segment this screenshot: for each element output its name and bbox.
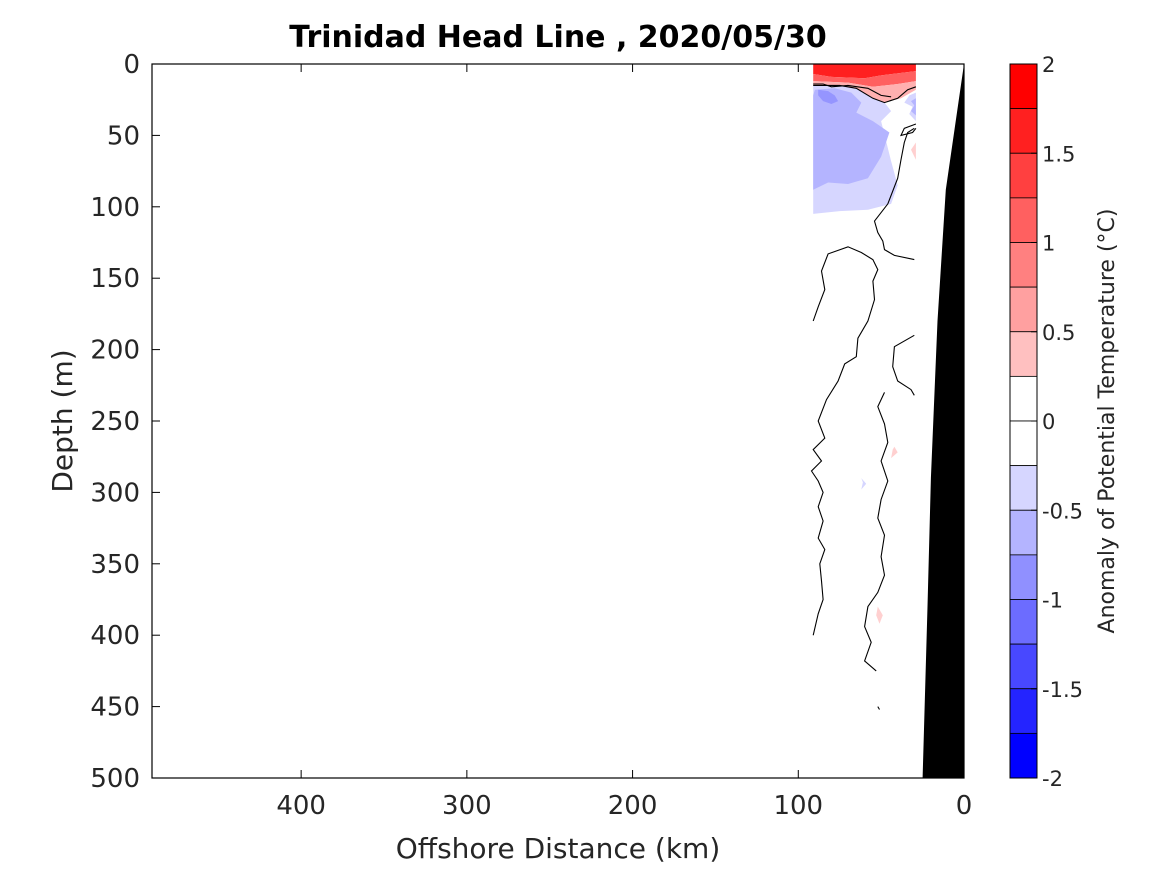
y-axis: 0 50 100 150 200 250 300 350 400 450 500 bbox=[90, 50, 964, 794]
colorbar-swatch-0 bbox=[1009, 63, 1038, 110]
zero-contour-line-6 bbox=[863, 392, 889, 672]
colorbar-tick-label-5: -0.5 bbox=[1042, 499, 1083, 523]
colorbar-tick-label-2: 1 bbox=[1042, 232, 1055, 256]
chart-title: Trinidad Head Line , 2020/05/30 bbox=[289, 20, 826, 55]
colorbar-swatch-13 bbox=[1009, 643, 1038, 690]
zero-contour-line-4 bbox=[810, 246, 879, 636]
colorbar-label: Anomaly of Potential Temperature (°C) bbox=[1095, 209, 1120, 634]
y-tick-label-5: 250 bbox=[90, 407, 140, 437]
y-tick-label-4: 200 bbox=[90, 336, 140, 366]
zero-contour-line-5 bbox=[892, 334, 915, 396]
colorbar-swatch-7 bbox=[1009, 375, 1038, 422]
y-tick-label-6: 300 bbox=[90, 478, 140, 508]
anomaly-region-0 bbox=[813, 64, 916, 79]
y-tick-label-3: 150 bbox=[90, 264, 140, 294]
zero-contour-line-1 bbox=[813, 83, 892, 98]
colorbar: 2 1.5 1 0.5 0 -0.5 -1 -1.5 -2 bbox=[1009, 53, 1083, 791]
anomaly-region-6 bbox=[904, 92, 916, 122]
anomaly-region-4 bbox=[813, 88, 890, 190]
colorbar-swatch-11 bbox=[1009, 554, 1038, 600]
zero-contour-line-7 bbox=[877, 706, 880, 710]
y-tick-label-0: 0 bbox=[123, 50, 140, 80]
plot-content bbox=[810, 64, 964, 778]
y-tick-label-9: 450 bbox=[90, 693, 140, 723]
y-axis-label: Depth (m) bbox=[46, 349, 79, 492]
anomaly-region-1 bbox=[813, 71, 916, 87]
colorbar-swatch-8 bbox=[1009, 420, 1038, 467]
colorbar-swatch-5 bbox=[1009, 286, 1038, 333]
y-tick-label-1: 50 bbox=[107, 121, 140, 151]
bathymetry-fill bbox=[922, 64, 964, 778]
anomaly-region-10 bbox=[861, 478, 867, 490]
colorbar-swatch-12 bbox=[1009, 599, 1038, 645]
anomaly-region-9 bbox=[891, 446, 898, 459]
colorbar-swatch-10 bbox=[1009, 509, 1038, 556]
colorbar-swatch-6 bbox=[1009, 331, 1038, 377]
anomaly-region-7 bbox=[911, 98, 916, 116]
x-tick-label-2: 200 bbox=[608, 791, 658, 821]
colorbar-swatch-9 bbox=[1009, 465, 1038, 511]
x-tick-label-0: 400 bbox=[276, 791, 326, 821]
x-axis: 400 300 200 100 0 bbox=[276, 64, 972, 821]
colorbar-tick-label-8: -2 bbox=[1042, 767, 1063, 791]
colorbar-swatch-2 bbox=[1009, 152, 1038, 199]
colorbar-tick-label-7: -1.5 bbox=[1042, 678, 1083, 702]
x-tick-label-3: 100 bbox=[773, 791, 823, 821]
anomaly-region-11 bbox=[876, 606, 883, 624]
y-tick-label-8: 400 bbox=[90, 621, 140, 651]
colorbar-tick-label-4: 0 bbox=[1042, 410, 1055, 434]
colorbar-tick-label-3: 0.5 bbox=[1042, 321, 1075, 345]
colorbar-swatch-3 bbox=[1009, 197, 1038, 243]
anomaly-region-8 bbox=[911, 142, 916, 160]
x-tick-label-1: 300 bbox=[442, 791, 492, 821]
zero-contour-line-2 bbox=[900, 123, 917, 137]
zero-contour-line-3 bbox=[873, 127, 915, 261]
colorbar-swatch-15 bbox=[1009, 732, 1038, 779]
y-tick-label-2: 100 bbox=[90, 193, 140, 223]
anomaly-region-5 bbox=[818, 89, 839, 104]
colorbar-tick-label-6: -1 bbox=[1042, 589, 1063, 613]
y-tick-label-7: 350 bbox=[90, 550, 140, 580]
colorbar-swatch-4 bbox=[1009, 242, 1038, 288]
colorbar-swatch-1 bbox=[1009, 108, 1038, 154]
colorbar-tick-label-0: 2 bbox=[1042, 53, 1055, 77]
x-axis-label: Offshore Distance (km) bbox=[396, 832, 721, 865]
x-tick-label-4: 0 bbox=[956, 791, 973, 821]
colorbar-swatch-14 bbox=[1009, 688, 1038, 734]
y-tick-label-10: 500 bbox=[90, 764, 140, 794]
colorbar-tick-label-1: 1.5 bbox=[1042, 142, 1075, 166]
